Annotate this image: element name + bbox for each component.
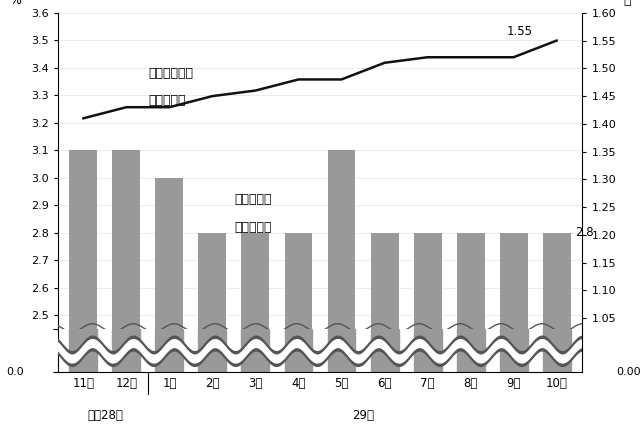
- Bar: [413, 329, 442, 372]
- Bar: [456, 329, 484, 372]
- Bar: [371, 233, 399, 428]
- Text: 有効求人倍率: 有効求人倍率: [148, 67, 193, 80]
- Bar: [69, 150, 97, 428]
- Bar: [69, 329, 97, 372]
- Bar: [285, 329, 312, 372]
- Bar: [156, 178, 184, 428]
- Text: 0.0: 0.0: [6, 367, 24, 377]
- Bar: [113, 150, 140, 428]
- Bar: [198, 329, 227, 372]
- Text: 29年: 29年: [352, 409, 374, 422]
- Text: 0.00: 0.00: [616, 367, 640, 377]
- Text: 倍: 倍: [623, 0, 631, 6]
- Bar: [328, 150, 355, 428]
- Bar: [371, 329, 399, 372]
- Bar: [413, 233, 442, 428]
- Text: （右目盛）: （右目盛）: [148, 95, 186, 107]
- Bar: [456, 233, 484, 428]
- Bar: [198, 233, 227, 428]
- Text: 1.55: 1.55: [507, 25, 533, 38]
- Bar: [156, 329, 184, 372]
- Bar: [241, 329, 269, 372]
- Text: 平成28年: 平成28年: [87, 409, 123, 422]
- Bar: [241, 233, 269, 428]
- Bar: [500, 233, 527, 428]
- Bar: [113, 329, 140, 372]
- Text: 2.8: 2.8: [575, 226, 593, 239]
- Bar: [500, 329, 527, 372]
- Bar: [543, 233, 571, 428]
- Bar: [328, 329, 355, 372]
- Text: 完全失業率: 完全失業率: [234, 193, 271, 206]
- Bar: [285, 233, 312, 428]
- Text: %: %: [10, 0, 22, 6]
- Bar: [543, 329, 571, 372]
- Text: （左目盛）: （左目盛）: [234, 221, 271, 234]
